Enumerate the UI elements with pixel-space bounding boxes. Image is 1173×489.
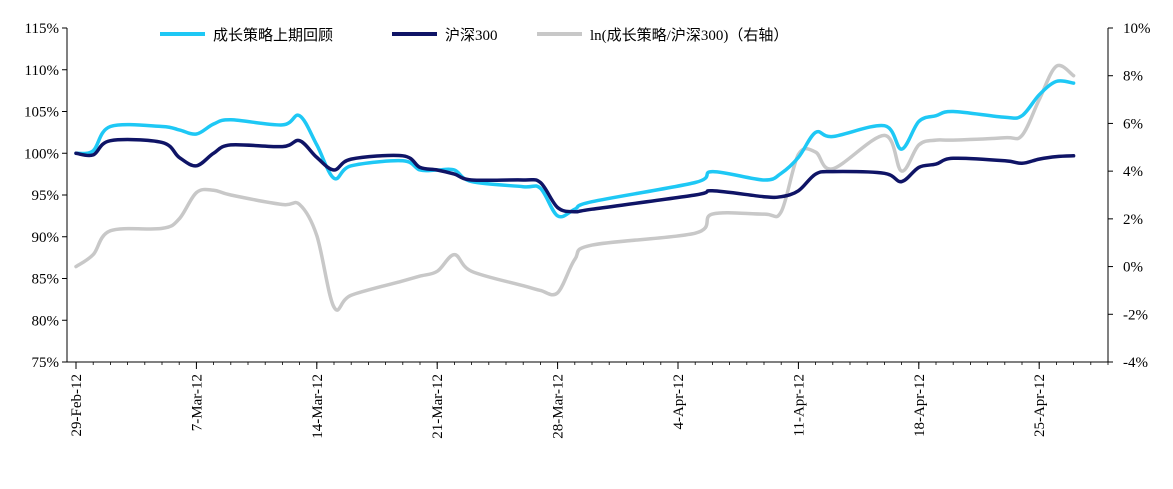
right-y-tick-label: -4% [1123, 355, 1148, 371]
x-tick-label: 4-Apr-12 [671, 374, 687, 430]
series-ln-ratio-line [74, 63, 1076, 312]
right-y-tick-label: 0% [1123, 260, 1143, 276]
x-ticks: 29-Feb-12 7-Mar-12 14-Mar-12 21-Mar-12 28-Ma… [69, 362, 1109, 439]
left-y-tick-label: 75% [32, 355, 60, 371]
left-y-tick-label: 85% [32, 272, 60, 288]
axes [66, 28, 1109, 363]
x-tick-label: 11-Apr-12 [791, 374, 807, 436]
right-y-tick-label: 8% [1123, 69, 1143, 85]
left-y-tick-label: 100% [24, 146, 59, 162]
x-tick-label: 28-Mar-12 [551, 374, 567, 439]
right-y-ticks: -4% -2% 0% 2% 4% 6% 8% 10% [1108, 21, 1151, 371]
left-y-tick-label: 115% [25, 21, 59, 37]
right-y-tick-label: 6% [1123, 116, 1143, 132]
series-layer [74, 63, 1076, 312]
left-y-tick-label: 90% [32, 230, 60, 246]
right-y-tick-label: 10% [1123, 21, 1151, 37]
left-y-tick-label: 80% [32, 313, 60, 329]
x-tick-label: 21-Mar-12 [430, 374, 446, 439]
legend-ln-ratio-label: ln(成长策略/沪深300)（右轴） [590, 27, 788, 44]
x-tick-label: 29-Feb-12 [69, 374, 85, 437]
x-tick-label: 7-Mar-12 [189, 374, 205, 431]
left-y-tick-label: 105% [24, 105, 59, 121]
series-hs300-line [74, 137, 1076, 214]
left-y-tick-label: 110% [25, 63, 59, 79]
x-tick-label: 25-Apr-12 [1032, 374, 1048, 437]
legend-hs300-label: 沪深300 [445, 27, 498, 44]
legend: 成长策略上期回顾 沪深300 ln(成长策略/沪深300)（右轴） [160, 27, 788, 44]
legend-growth-strategy-label: 成长策略上期回顾 [213, 27, 333, 44]
series-growth-strategy-line [74, 79, 1076, 219]
left-y-ticks: 75% 80% 85% 90% 95% 100% 105% 110% 115% [24, 21, 67, 371]
x-tick-label: 18-Apr-12 [912, 374, 928, 437]
right-y-tick-label: 2% [1123, 212, 1143, 228]
x-tick-label: 14-Mar-12 [310, 374, 326, 439]
right-y-tick-label: -2% [1123, 307, 1148, 323]
left-y-tick-label: 95% [32, 188, 60, 204]
right-y-tick-label: 4% [1123, 164, 1143, 180]
